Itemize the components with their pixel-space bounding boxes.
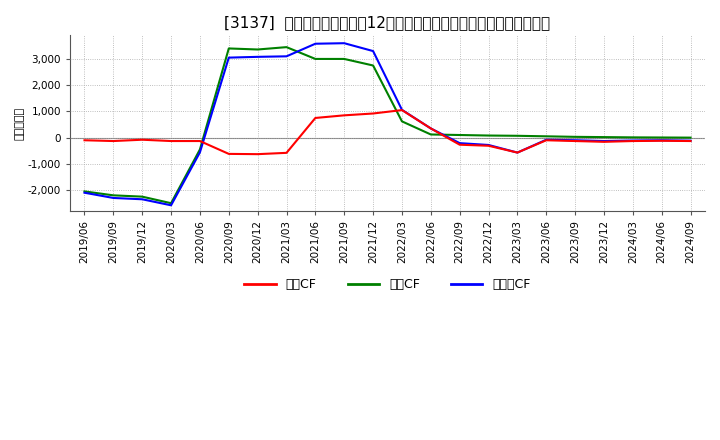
Y-axis label: （百万円）: （百万円） — [15, 106, 25, 140]
Legend: 営業CF, 投賃CF, フリーCF: 営業CF, 投賃CF, フリーCF — [239, 273, 536, 296]
Title: [3137]  キャッシュフローの12か月移動合計の対前年同期増減額の推移: [3137] キャッシュフローの12か月移動合計の対前年同期増減額の推移 — [225, 15, 551, 30]
